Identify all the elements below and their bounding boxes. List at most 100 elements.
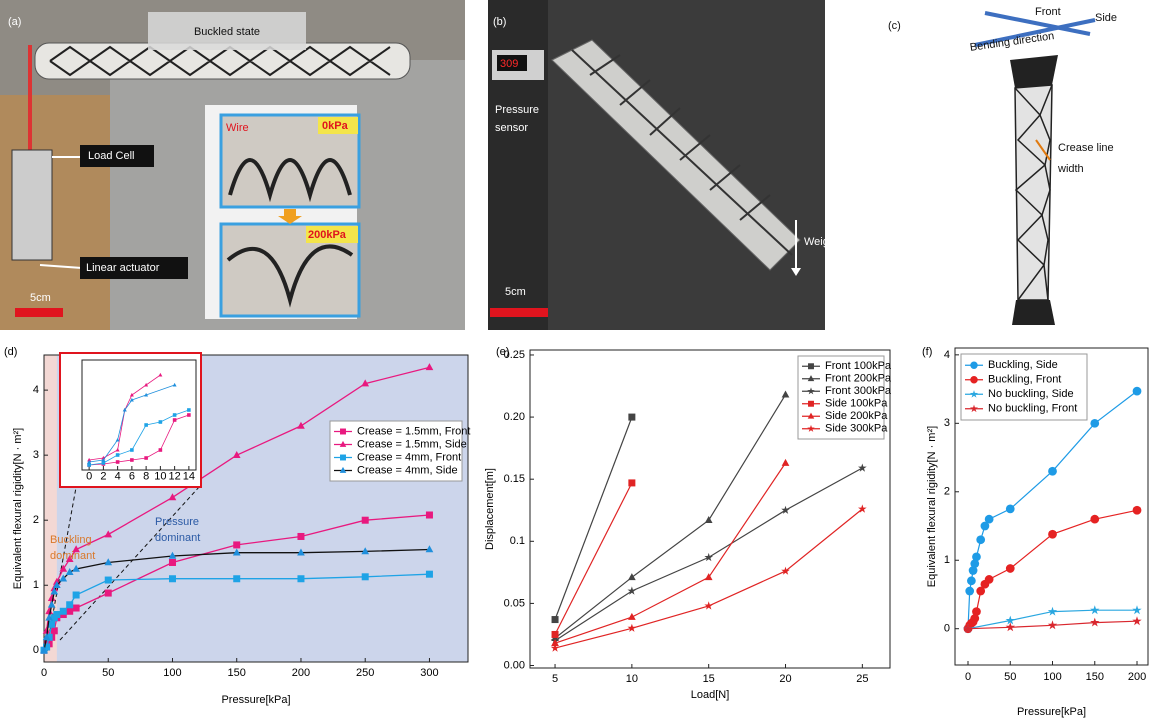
marker: [116, 460, 120, 464]
marker: [985, 575, 994, 584]
series-line: [555, 417, 632, 619]
marker: [66, 608, 73, 615]
marker: [51, 627, 58, 634]
marker: [972, 607, 981, 616]
marker: [781, 567, 790, 575]
series-line: [555, 395, 786, 639]
x-tick-label: 6: [129, 470, 135, 482]
marker: [159, 448, 163, 452]
actuator-label: Linear actuator: [86, 262, 160, 274]
marker: [1133, 506, 1142, 515]
marker: [169, 559, 176, 566]
legend-marker: [970, 376, 977, 383]
display-value: 309: [500, 58, 518, 70]
marker: [173, 413, 177, 417]
y-axis-label: Equivalent flexural rigidity[N · m²]: [12, 428, 24, 589]
legend-label: Side 200kPa: [825, 410, 888, 422]
pressure-label: 200kPa: [308, 229, 347, 241]
marker: [159, 420, 163, 424]
marker: [976, 535, 985, 544]
front-label: Front: [1035, 6, 1061, 18]
legend-marker: [340, 429, 346, 435]
y-tick-label: 1: [33, 579, 39, 591]
marker: [1133, 387, 1142, 396]
y-axis-label: Displacement[m]: [484, 468, 496, 550]
annotation: Pressure: [155, 516, 199, 528]
legend-label: Front 200kPa: [825, 373, 892, 385]
sensor-label: Pressure: [495, 104, 539, 116]
load-cell-device: [12, 150, 52, 260]
marker: [704, 601, 713, 609]
marker: [362, 573, 369, 580]
series-line: [555, 483, 632, 635]
y-tick-label: 2: [33, 514, 39, 526]
y-tick-label: 0.20: [504, 411, 525, 423]
legend-label: No buckling, Front: [988, 403, 1077, 415]
x-tick-label: 150: [228, 667, 246, 679]
marker: [782, 459, 790, 466]
x-tick-label: 200: [1128, 671, 1146, 683]
marker: [628, 573, 636, 580]
marker: [187, 408, 191, 412]
x-axis-label: Load[N]: [691, 689, 730, 701]
x-tick-label: 12: [169, 470, 181, 482]
marker: [628, 479, 635, 486]
x-tick-label: 0: [86, 470, 92, 482]
legend-label: Crease = 4mm, Front: [357, 451, 461, 463]
panel-label: (a): [8, 16, 21, 28]
end-cap: [1010, 55, 1058, 88]
pressure-label: 0kPa: [322, 120, 349, 132]
crease-label: Crease line: [1058, 142, 1114, 154]
x-tick-label: 200: [292, 667, 310, 679]
legend-marker: [808, 363, 814, 369]
marker: [858, 464, 867, 472]
marker: [102, 461, 106, 465]
x-tick-label: 15: [703, 673, 715, 685]
marker: [1048, 467, 1057, 476]
legend-label: Crease = 1.5mm, Front: [357, 425, 470, 437]
sensor-label: sensor: [495, 122, 528, 134]
marker: [985, 515, 994, 524]
end-cap: [1012, 300, 1055, 325]
marker: [628, 414, 635, 421]
legend-label: Side 100kPa: [825, 398, 888, 410]
x-tick-label: 14: [183, 470, 195, 482]
x-tick-label: 150: [1086, 671, 1104, 683]
scale-label: 5cm: [30, 292, 51, 304]
marker: [1090, 419, 1099, 428]
marker: [130, 448, 134, 452]
marker: [48, 621, 55, 628]
y-tick-label: 0.00: [504, 659, 525, 671]
marker: [297, 533, 304, 540]
marker: [187, 413, 191, 417]
marker: [105, 577, 112, 584]
y-tick-label: 0.05: [504, 597, 525, 609]
weight-label: Weight: [804, 236, 838, 248]
scale-bar: [490, 308, 548, 317]
annotation: dominant: [155, 532, 200, 544]
page: {"panels": { "a": {"label": "(a)", "titl…: [0, 0, 1161, 723]
marker: [87, 463, 91, 467]
figure: Buckled state (a) Load Cell Linear actua…: [0, 0, 1161, 723]
marker: [73, 592, 80, 599]
inset-frame: [60, 353, 201, 487]
y-tick-label: 0: [33, 644, 39, 656]
x-tick-label: 10: [154, 470, 166, 482]
y-tick-label: 3: [944, 417, 950, 429]
bending-label: Bending direction: [969, 30, 1055, 54]
marker: [552, 616, 559, 623]
legend-label: Front 100kPa: [825, 360, 892, 372]
marker: [426, 512, 433, 519]
side-label: Side: [1095, 12, 1117, 24]
panel-label: (e): [496, 346, 509, 358]
marker: [1006, 564, 1015, 573]
marker: [116, 453, 120, 457]
marker: [169, 575, 176, 582]
y-tick-label: 1: [944, 554, 950, 566]
scale-label: 5cm: [505, 286, 526, 298]
marker: [1090, 515, 1099, 524]
x-tick-label: 8: [143, 470, 149, 482]
marker: [73, 605, 80, 612]
y-tick-label: 0.15: [504, 473, 525, 485]
panel-label: (f): [922, 346, 932, 358]
